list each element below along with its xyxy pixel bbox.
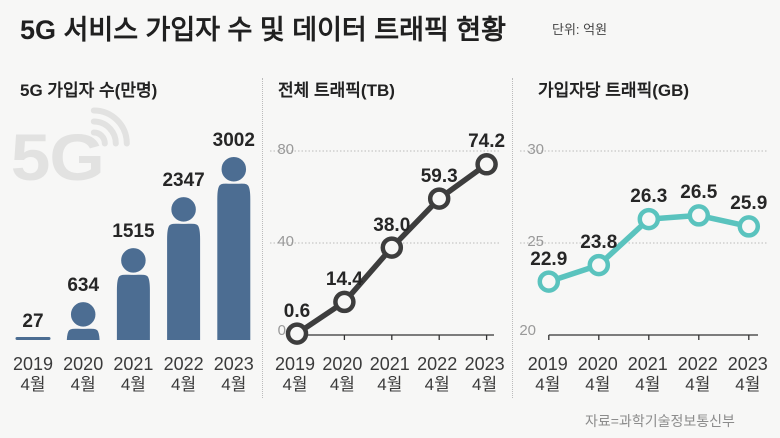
svg-text:5G: 5G [11, 120, 104, 194]
